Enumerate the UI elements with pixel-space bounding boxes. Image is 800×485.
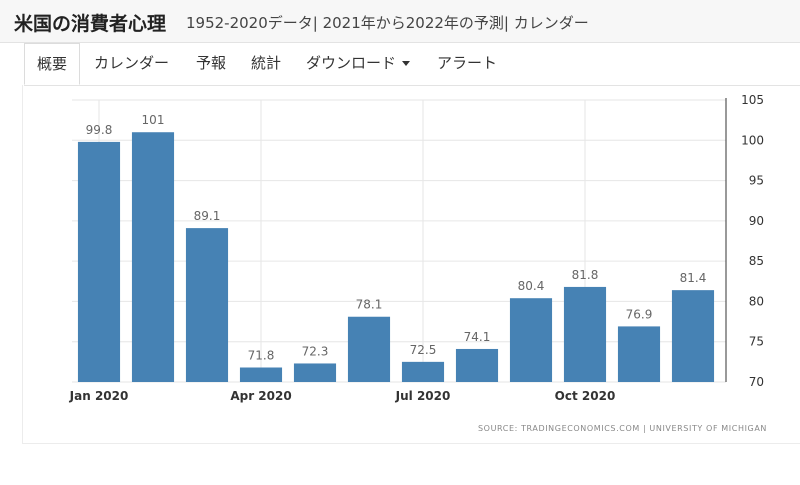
chart-panel bbox=[22, 85, 800, 444]
data-label: 72.5 bbox=[410, 343, 437, 357]
bar bbox=[401, 361, 445, 382]
y-tick-label: 70 bbox=[749, 375, 764, 389]
tab-alert-label: アラート bbox=[437, 54, 498, 72]
bar bbox=[509, 298, 553, 382]
tab-forecast[interactable]: 予報 bbox=[196, 43, 226, 85]
tab-calendar[interactable]: カレンダー bbox=[94, 43, 169, 85]
tab-download-label: ダウンロード bbox=[306, 54, 397, 72]
y-tick-label: 85 bbox=[749, 254, 764, 268]
bar bbox=[347, 316, 391, 382]
y-tick-label: 90 bbox=[749, 214, 764, 228]
page-subtitle: 1952-2020データ| 2021年から2022年の予測| カレンダー bbox=[186, 14, 589, 32]
data-label: 89.1 bbox=[194, 209, 221, 223]
bar bbox=[563, 286, 607, 382]
tab-overview[interactable]: 概要 bbox=[24, 43, 81, 85]
data-label: 80.4 bbox=[518, 279, 545, 293]
data-label: 74.1 bbox=[464, 330, 491, 344]
data-label: 101 bbox=[142, 113, 165, 127]
data-label: 76.9 bbox=[626, 307, 653, 321]
tab-statistics[interactable]: 統計 bbox=[251, 43, 281, 85]
bar bbox=[617, 326, 661, 382]
tab-download[interactable]: ダウンロード bbox=[306, 43, 411, 85]
page-title: 米国の消費者心理 bbox=[14, 13, 167, 35]
bar bbox=[455, 348, 499, 382]
data-label: 81.4 bbox=[680, 271, 707, 285]
x-tick-label: Jul 2020 bbox=[395, 389, 451, 403]
data-label: 72.3 bbox=[302, 344, 329, 358]
bar bbox=[131, 132, 175, 382]
chevron-down-icon bbox=[402, 61, 411, 66]
bar bbox=[239, 367, 283, 382]
bar bbox=[185, 228, 229, 382]
page-header: 米国の消費者心理 1952-2020データ| 2021年から2022年の予測| … bbox=[0, 0, 800, 43]
y-tick-label: 80 bbox=[749, 294, 764, 308]
y-tick-label: 100 bbox=[741, 133, 764, 147]
tab-calendar-label: カレンダー bbox=[94, 54, 170, 72]
bar bbox=[77, 141, 121, 382]
data-label: 71.8 bbox=[248, 348, 275, 362]
tab-alert[interactable]: アラート bbox=[437, 43, 497, 85]
data-label: 78.1 bbox=[356, 298, 383, 312]
data-label: 99.8 bbox=[86, 123, 113, 137]
data-label: 81.8 bbox=[572, 268, 599, 282]
tab-bar: 概要 カレンダー 予報 統計 ダウンロード アラート bbox=[24, 43, 800, 86]
tab-statistics-label: 統計 bbox=[251, 54, 282, 72]
x-tick-label: Apr 2020 bbox=[230, 389, 291, 403]
bar bbox=[671, 290, 715, 382]
chart-source: SOURCE: TRADINGECONOMICS.COM | UNIVERSIT… bbox=[478, 424, 767, 433]
x-tick-label: Oct 2020 bbox=[555, 389, 616, 403]
tab-overview-label: 概要 bbox=[37, 55, 68, 73]
bar bbox=[293, 363, 337, 382]
y-tick-label: 95 bbox=[749, 174, 764, 188]
tab-forecast-label: 予報 bbox=[196, 54, 227, 72]
y-tick-label: 105 bbox=[741, 93, 764, 107]
y-tick-label: 75 bbox=[749, 335, 764, 349]
x-tick-label: Jan 2020 bbox=[69, 389, 129, 403]
